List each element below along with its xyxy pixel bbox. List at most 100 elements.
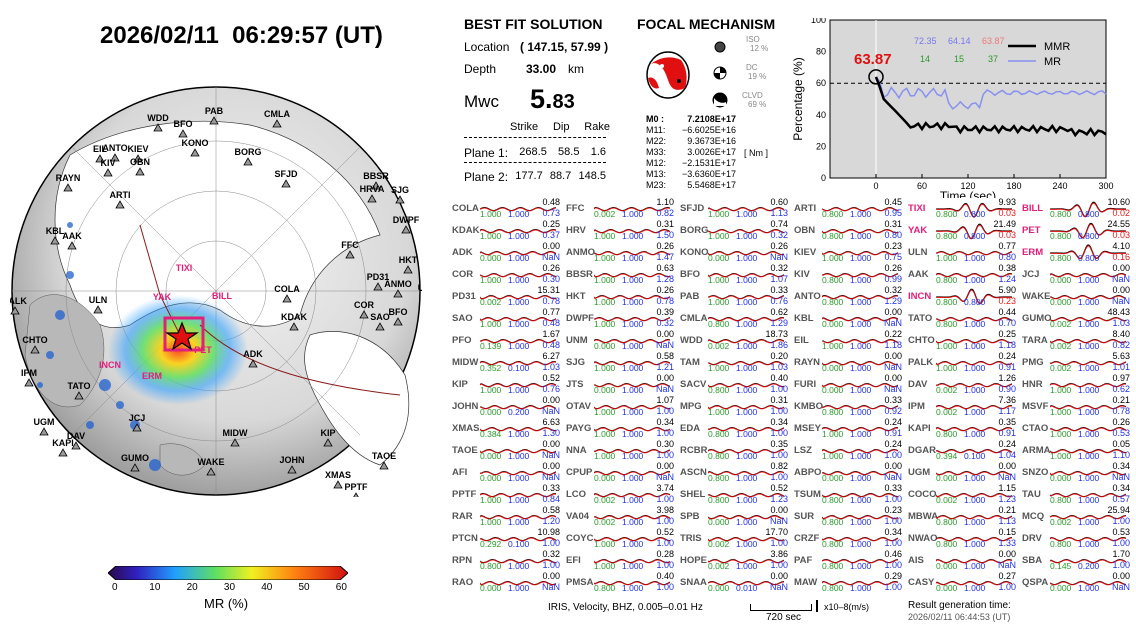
station-triangle-icon[interactable]	[373, 282, 383, 291]
station-cell[interactable]: PPTF 0.33 0.84 1.000 1.000	[450, 483, 564, 506]
station-cell[interactable]: KIV 0.26 0.99 0.800 1.000	[792, 263, 906, 286]
station-cell[interactable]: SHEL 0.52 1.23 0.800 1.000	[678, 483, 792, 506]
station-cell[interactable]: CMLA 0.62 1.29 0.800 1.000	[678, 307, 792, 330]
station-cell[interactable]: UGM 0.00 NaN 0.000 1.000	[906, 461, 1020, 484]
station-cell[interactable]: GUMO 48.43 1.03 0.002 1.000	[1020, 307, 1134, 330]
station-triangle-icon[interactable]	[110, 153, 120, 162]
station-triangle-icon[interactable]	[58, 448, 68, 457]
station-cell[interactable]: TSUM 0.33 1.00 0.800 1.000	[792, 483, 906, 506]
station-cell[interactable]: PET 24.55 0.03 0.800 0.800	[1020, 219, 1134, 242]
station-triangle-icon[interactable]	[243, 157, 253, 166]
station-cell[interactable]: KMBO 0.33 0.92 0.800 1.000	[792, 395, 906, 418]
station-triangle-icon[interactable]	[153, 123, 163, 132]
station-cell[interactable]: DAV 1.26 0.90 0.002 1.000	[906, 373, 1020, 396]
station-cell[interactable]: SNZO 0.34 NaN 0.000 1.000	[1020, 461, 1134, 484]
station-cell[interactable]: EIL 0.22 1.18 1.000 1.000	[792, 329, 906, 352]
station-cell[interactable]: SNAA 0.00 NaN 0.000 0.010	[678, 571, 792, 594]
station-cell[interactable]: CTAO 0.26 0.53 1.000 1.000	[1020, 417, 1134, 440]
station-cell[interactable]: PMG 5.63 1.01 0.002 1.000	[1020, 351, 1134, 374]
station-cell[interactable]: XMAS 6.63 1.30 0.384 1.000	[450, 417, 564, 440]
station-cell[interactable]: CHTO 0.25 1.18 1.000 1.000	[906, 329, 1020, 352]
station-cell[interactable]: FFC 1.10 0.82 0.002 1.000	[564, 197, 678, 220]
station-cell[interactable]: TAU 0.34 0.57 0.800 1.000	[1020, 483, 1134, 506]
station-triangle-icon[interactable]	[289, 322, 299, 331]
station-cell[interactable]: ARTI 0.45 0.95 0.800 1.000	[792, 197, 906, 220]
station-triangle-icon[interactable]	[206, 467, 216, 476]
station-cell[interactable]: IPM 7.36 1.17 0.002 1.000	[906, 395, 1020, 418]
station-cell[interactable]: SUR 0.23 1.00 0.800 1.000	[792, 505, 906, 528]
station-triangle-icon[interactable]	[135, 167, 145, 176]
station-cell[interactable]: BBSR 0.63 1.28 1.000 1.000	[564, 263, 678, 286]
station-cell[interactable]: FURI 0.00 NaN 0.000 1.000	[792, 373, 906, 396]
station-cell[interactable]: RAYN 0.00 NaN 0.000 1.000	[792, 351, 906, 374]
station-cell[interactable]: QSPA 0.00 NaN 0.000 1.000	[1020, 571, 1134, 594]
station-cell[interactable]: RCBR 0.35 1.00 0.800 1.000	[678, 439, 792, 462]
station-cell[interactable]: CPUP 0.00 NaN 0.000 1.000	[564, 461, 678, 484]
station-cell[interactable]: DRV 0.53 1.00 0.800 1.000	[1020, 527, 1134, 550]
station-triangle-icon[interactable]	[190, 148, 200, 157]
station-triangle-icon[interactable]	[132, 423, 142, 432]
station-triangle-icon[interactable]	[209, 116, 219, 125]
station-triangle-icon[interactable]	[95, 154, 105, 163]
station-cell[interactable]: HRV 0.31 1.50 1.000 1.000	[564, 219, 678, 242]
station-cell[interactable]: PTCN 10.98 1.00 0.292 0.100	[450, 527, 564, 550]
station-cell[interactable]: PAYG 0.34 1.00 1.000 1.000	[564, 417, 678, 440]
station-cell[interactable]: YAK 21.49 0.03 0.800 0.800	[906, 219, 1020, 242]
station-cell[interactable]: ULN 0.77 0.80 1.000 1.000	[906, 241, 1020, 264]
station-cell[interactable]: HOPE 3.86 1.00 0.002 1.000	[678, 549, 792, 572]
station-cell[interactable]: KAPI 0.35 0.91 0.800 1.000	[906, 417, 1020, 440]
station-cell[interactable]: AIS 0.00 NaN 0.000 1.000	[906, 549, 1020, 572]
station-triangle-icon[interactable]	[39, 427, 49, 436]
station-cell[interactable]: TATO 0.44 0.70 0.800 1.000	[906, 307, 1020, 330]
station-cell[interactable]: WAKE 0.00 NaN 0.000 1.000	[1020, 285, 1134, 308]
station-cell[interactable]: SPB 0.00 NaN 0.000 1.000	[678, 505, 792, 528]
station-triangle-icon[interactable]	[323, 438, 333, 447]
station-cell[interactable]: DWPF 0.39 0.32 1.000 1.000	[564, 307, 678, 330]
station-triangle-icon[interactable]	[67, 241, 77, 250]
station-triangle-icon[interactable]	[272, 119, 282, 128]
station-cell[interactable]: ABPO 0.00 NaN 0.000 1.000	[792, 461, 906, 484]
station-triangle-icon[interactable]	[282, 294, 292, 303]
station-cell[interactable]: OTAV 1.07 1.00 1.000 1.000	[564, 395, 678, 418]
station-cell[interactable]: NNA 0.30 1.00 1.000 1.000	[564, 439, 678, 462]
station-cell[interactable]: SFJD 0.60 1.13 1.000 1.000	[678, 197, 792, 220]
station-triangle-icon[interactable]	[63, 183, 73, 192]
station-triangle-icon[interactable]	[333, 480, 343, 489]
station-cell[interactable]: COCO 1.15 1.23 0.002 1.000	[906, 483, 1020, 506]
station-cell[interactable]: MIDW 6.27 1.03 0.352 0.100	[450, 351, 564, 374]
station-cell[interactable]: EFI 0.28 1.00 1.000 1.000	[564, 549, 678, 572]
station-cell[interactable]: AFI 0.00 NaN 0.000 1.000	[450, 461, 564, 484]
station-triangle-icon[interactable]	[393, 289, 403, 298]
station-cell[interactable]: COYC 0.52 1.00 1.000 1.000	[564, 527, 678, 550]
station-cell[interactable]: UNM 0.00 NaN 0.000 1.000	[564, 329, 678, 352]
station-cell[interactable]: TARA 8.40 0.82 0.002 1.000	[1020, 329, 1134, 352]
station-cell[interactable]: ANMO 0.26 1.47 1.000 1.000	[564, 241, 678, 264]
station-cell[interactable]: VA04 3.98 1.00 0.002 1.000	[564, 505, 678, 528]
station-triangle-icon[interactable]	[130, 463, 140, 472]
station-triangle-icon[interactable]	[133, 154, 143, 163]
station-cell[interactable]: COLA 0.48 0.73 1.000 1.000	[450, 197, 564, 220]
station-cell[interactable]: TAOE 0.00 NaN 0.000 1.000	[450, 439, 564, 462]
station-triangle-icon[interactable]	[287, 465, 297, 474]
station-cell[interactable]: BFO 0.32 1.07 1.000 1.000	[678, 263, 792, 286]
station-cell[interactable]: HNR 0.97 0.62 1.000 1.000	[1020, 373, 1134, 396]
station-cell[interactable]: PMSA 0.40 1.00 0.800 1.000	[564, 571, 678, 594]
station-cell[interactable]: SAO 0.77 0.48 1.000 1.000	[450, 307, 564, 330]
station-cell[interactable]: INCN 5.90 0.23 0.800 0.800	[906, 285, 1020, 308]
station-triangle-icon[interactable]	[401, 225, 411, 234]
station-cell[interactable]: PALK 0.24 0.91 1.000 1.000	[906, 351, 1020, 374]
station-cell[interactable]: JCJ 0.00 NaN 0.000 1.000	[1020, 263, 1134, 286]
station-triangle-icon[interactable]	[71, 441, 81, 450]
station-cell[interactable]: HKT 0.26 0.78 1.000 1.000	[564, 285, 678, 308]
globe-map[interactable]: PAB CMLA WDD BFO KONO EIL ANTO KIEV KIV OBN BORG SF…	[3, 85, 438, 538]
station-cell[interactable]: OBN 0.31 0.80 0.800 1.000	[792, 219, 906, 242]
station-cell[interactable]: JOHN 0.00 NaN 0.000 0.200	[450, 395, 564, 418]
station-cell[interactable]: KONO 0.26 NaN 0.000 1.000	[678, 241, 792, 264]
station-triangle-icon[interactable]	[10, 306, 20, 315]
station-cell[interactable]: WDD 18.73 1.86 0.002 1.000	[678, 329, 792, 352]
station-cell[interactable]: TAM 0.20 1.03 1.000 1.000	[678, 351, 792, 374]
station-triangle-icon[interactable]	[103, 168, 113, 177]
station-cell[interactable]: DGAR 0.24 1.04 0.394 0.100	[906, 439, 1020, 462]
station-cell[interactable]: ASCN 0.82 1.00 0.800 1.000	[678, 461, 792, 484]
station-cell[interactable]: BORG 0.74 0.32 1.000 1.000	[678, 219, 792, 242]
